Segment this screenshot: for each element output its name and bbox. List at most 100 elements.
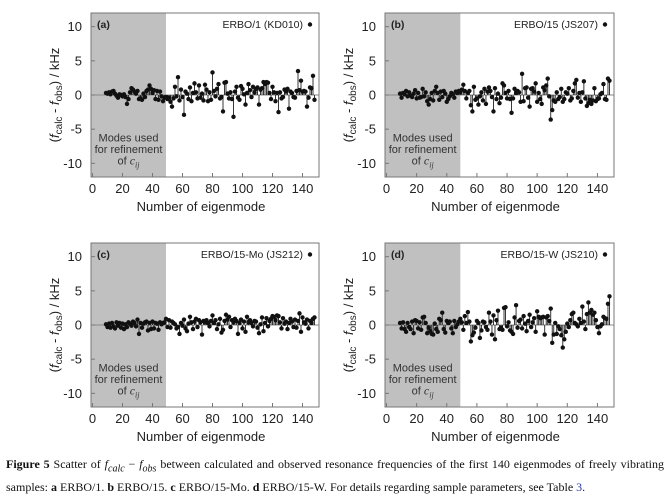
data-point xyxy=(147,83,152,88)
y-tick-label: 5 xyxy=(369,283,376,298)
shaded-region-label: for refinement xyxy=(389,374,457,386)
legend-marker xyxy=(307,252,313,257)
data-point xyxy=(531,315,537,321)
x-tick-label: 0 xyxy=(89,181,96,196)
data-point xyxy=(592,310,597,315)
y-label-text: ) / kHz xyxy=(47,278,62,316)
data-point xyxy=(270,84,275,90)
x-tick-label: 20 xyxy=(409,411,423,426)
data-point xyxy=(177,331,182,337)
x-tick-label: 80 xyxy=(205,181,219,196)
data-point xyxy=(605,301,611,307)
data-point xyxy=(438,318,443,323)
data-point xyxy=(297,311,302,316)
data-point xyxy=(452,95,457,100)
data-point xyxy=(447,319,452,324)
y-label-text: ) / kHz xyxy=(47,48,62,86)
x-tick-label: 100 xyxy=(232,181,254,196)
data-point xyxy=(450,92,455,97)
data-point xyxy=(411,91,416,96)
x-tick-label: 40 xyxy=(145,411,159,426)
data-point xyxy=(458,316,463,322)
data-point xyxy=(604,97,609,102)
caption-sub: obs xyxy=(142,463,157,475)
data-point xyxy=(431,332,436,337)
data-point xyxy=(495,91,501,96)
panel-label: (d) xyxy=(391,249,404,261)
shaded-region-var: c xyxy=(130,383,136,397)
data-point xyxy=(583,326,588,332)
data-point xyxy=(441,326,446,332)
data-point xyxy=(276,313,281,319)
data-point xyxy=(569,96,575,101)
data-point xyxy=(476,102,481,107)
data-point xyxy=(575,95,581,100)
x-tick-label: 140 xyxy=(292,411,314,426)
table-link[interactable]: 3 xyxy=(576,480,583,495)
data-point xyxy=(255,325,260,330)
shaded-region-label: Modes used xyxy=(99,132,159,144)
data-point xyxy=(228,90,233,95)
data-point xyxy=(531,89,537,94)
y-axis-label: (fcalc - fobs) / kHz xyxy=(341,48,359,143)
figure-label: Figure 5 xyxy=(6,457,50,471)
data-point xyxy=(547,94,552,99)
data-point xyxy=(524,328,529,334)
data-point xyxy=(184,328,190,334)
data-point xyxy=(399,95,404,100)
data-point xyxy=(223,79,229,85)
data-point xyxy=(423,90,428,95)
data-point xyxy=(491,313,496,318)
data-point xyxy=(483,101,489,107)
data-point xyxy=(473,325,478,330)
y-label-text: ) / kHz xyxy=(341,278,356,316)
data-point xyxy=(142,94,148,100)
data-point xyxy=(550,340,555,345)
y-tick-label: 0 xyxy=(369,88,376,103)
data-point xyxy=(477,94,483,99)
data-point xyxy=(181,317,187,322)
data-point xyxy=(303,321,308,326)
data-point xyxy=(471,330,477,335)
data-point xyxy=(506,88,511,94)
data-point xyxy=(467,319,472,324)
y-label-sub: obs xyxy=(348,315,359,331)
data-point xyxy=(213,94,218,99)
data-point xyxy=(289,90,295,96)
x-tick-label: 60 xyxy=(470,181,484,196)
shaded-region-label-text: of xyxy=(117,155,129,167)
data-point xyxy=(519,71,525,77)
data-point xyxy=(565,321,570,326)
data-point xyxy=(207,324,212,329)
data-point xyxy=(480,98,486,103)
data-point xyxy=(217,316,223,322)
data-point xyxy=(219,94,224,100)
data-point xyxy=(426,325,431,330)
y-label-var: f xyxy=(47,133,62,138)
data-point xyxy=(599,322,605,327)
data-point xyxy=(479,328,484,333)
caption-text: Scatter of xyxy=(49,457,105,471)
x-tick-label: 80 xyxy=(205,411,219,426)
data-point xyxy=(470,109,475,114)
data-point xyxy=(417,320,422,325)
data-point xyxy=(527,104,532,109)
data-point xyxy=(250,324,256,329)
shaded-region-label-text: of xyxy=(412,385,424,397)
data-point xyxy=(518,317,523,322)
data-point xyxy=(492,85,498,91)
data-point xyxy=(550,107,555,113)
data-point xyxy=(415,90,421,96)
y-label-var: f xyxy=(47,100,62,105)
y-tick-label: -10 xyxy=(357,386,376,401)
data-point xyxy=(607,78,612,83)
x-tick-label: 40 xyxy=(440,181,454,196)
data-point xyxy=(244,90,250,96)
data-point xyxy=(420,86,425,92)
data-point xyxy=(226,314,232,319)
data-point xyxy=(500,327,505,332)
data-point xyxy=(575,324,581,329)
legend-label: ERBO/15 (JS207) xyxy=(514,19,598,31)
data-point xyxy=(156,327,161,332)
